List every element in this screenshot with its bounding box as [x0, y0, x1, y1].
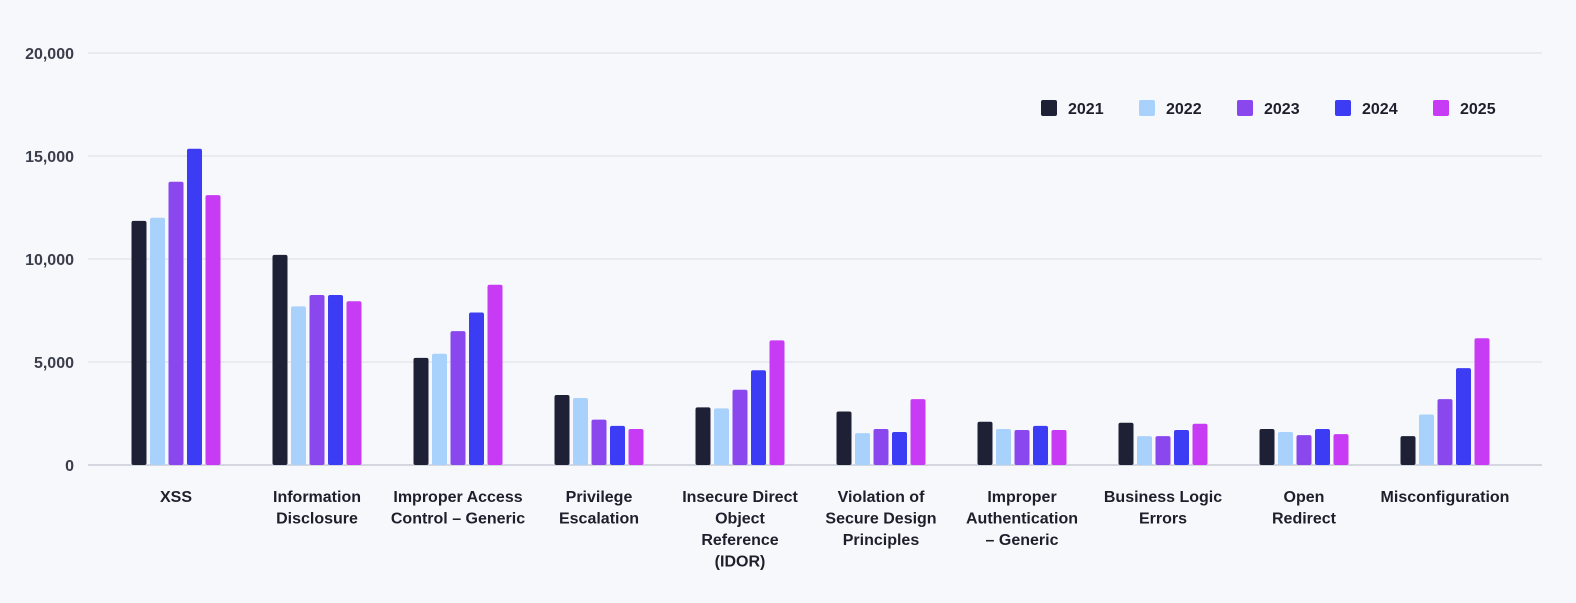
bar-2023 — [168, 181, 184, 465]
bar-2025 — [487, 284, 503, 465]
x-category-label-line: Privilege — [566, 489, 633, 506]
x-category-label-line: Improper — [987, 489, 1056, 506]
legend-swatch — [1139, 100, 1155, 116]
x-category-label-line: Control – Generic — [391, 511, 525, 528]
x-category-label-line: Reference — [701, 532, 778, 549]
x-category-label-line: Information — [273, 489, 361, 506]
x-category-label-line: XSS — [160, 489, 192, 506]
legend-swatch — [1041, 100, 1057, 116]
bar-2021 — [1259, 428, 1275, 465]
x-category-label: Violation of Secure Design Principles — [825, 489, 936, 549]
x-category-label: Business Logic Errors — [1104, 489, 1222, 528]
bar-2023 — [1155, 436, 1171, 465]
legend-label: 2021 — [1068, 101, 1104, 118]
x-category-label-line: Object — [715, 511, 765, 528]
x-category-label-line: Business Logic — [1104, 489, 1222, 506]
bar-2022 — [573, 398, 588, 465]
bar-2023 — [1437, 399, 1453, 465]
x-category-label-line: Misconfiguration — [1381, 489, 1510, 506]
bar-2022 — [1278, 432, 1293, 465]
bar-2025 — [1474, 338, 1490, 465]
bar-2025 — [1192, 423, 1208, 465]
bar-2021 — [413, 357, 429, 465]
bar-2024 — [610, 425, 625, 465]
y-tick-label: 0 — [65, 458, 74, 475]
bar-2021 — [131, 220, 147, 465]
bar-2023 — [1296, 435, 1312, 465]
bar-2021 — [836, 411, 852, 465]
x-category-label: XSS — [160, 489, 192, 506]
x-category-label-line: (IDOR) — [715, 554, 766, 571]
x-category-label-line: Secure Design — [825, 511, 936, 528]
bar-2022 — [150, 217, 165, 465]
x-category-label-line: Errors — [1139, 511, 1187, 528]
bar-2024 — [469, 312, 484, 465]
x-category-label: Insecure Direct Object Reference (IDOR) — [682, 489, 798, 571]
x-category-label-line: Disclosure — [276, 511, 358, 528]
legend-label: 2023 — [1264, 101, 1300, 118]
x-category-label: Misconfiguration — [1381, 489, 1510, 506]
y-tick-label: 15,000 — [25, 149, 74, 166]
x-category-label: Improper Access Control – Generic — [391, 489, 525, 528]
bar-2021 — [977, 421, 993, 465]
bar-2025 — [1333, 434, 1349, 465]
bar-2025 — [346, 301, 362, 465]
x-category-label: Improper Authentication – Generic — [966, 489, 1078, 549]
bar-2024 — [187, 148, 202, 466]
x-category-label-line: Escalation — [559, 511, 639, 528]
bar-2023 — [873, 428, 889, 465]
legend-label: 2022 — [1166, 101, 1202, 118]
x-category-label-line: Violation of — [838, 489, 925, 506]
legend-swatch — [1335, 100, 1351, 116]
bar-2022 — [432, 353, 447, 465]
legend-label: 2024 — [1362, 101, 1398, 118]
bar-2024 — [1456, 368, 1471, 465]
bar-2024 — [892, 432, 907, 465]
legend-swatch — [1433, 100, 1449, 116]
y-tick-label: 10,000 — [25, 252, 74, 269]
x-category-label-line: Improper Access — [393, 489, 522, 506]
legend-swatch — [1237, 100, 1253, 116]
bar-2025 — [769, 340, 785, 465]
bar-2024 — [1315, 428, 1330, 465]
bar-2024 — [328, 295, 343, 465]
y-tick-label: 20,000 — [25, 46, 74, 63]
bar-2025 — [1051, 429, 1067, 465]
bar-2022 — [1419, 414, 1434, 465]
x-category-label-line: Principles — [843, 532, 920, 549]
x-category-label-line: Open — [1284, 489, 1325, 506]
bar-2021 — [1118, 422, 1134, 465]
y-tick-label: 5,000 — [34, 355, 74, 372]
bar-2023 — [450, 331, 466, 465]
x-category-label-line: Redirect — [1272, 511, 1337, 528]
bar-2022 — [855, 433, 870, 465]
bar-2021 — [1400, 436, 1416, 465]
bar-2024 — [1174, 429, 1189, 465]
bar-2023 — [309, 295, 325, 465]
bar-2024 — [1033, 425, 1048, 465]
bar-2023 — [591, 419, 607, 465]
bar-2024 — [751, 370, 766, 465]
legend-label: 2025 — [1460, 101, 1496, 118]
bar-2025 — [910, 399, 926, 465]
x-category-label: Privilege Escalation — [559, 489, 639, 528]
bar-2023 — [732, 389, 748, 465]
x-category-label-line: – Generic — [986, 532, 1059, 549]
bar-2022 — [291, 306, 306, 465]
bar-2025 — [628, 428, 644, 465]
x-category-label: Information Disclosure — [273, 489, 361, 528]
bar-2022 — [996, 428, 1011, 465]
x-category-label-line: Insecure Direct — [682, 489, 798, 506]
bar-2025 — [205, 195, 221, 465]
bar-2023 — [1014, 429, 1030, 465]
x-category-label: Open Redirect — [1272, 489, 1337, 528]
x-category-label-line: Authentication — [966, 511, 1078, 528]
bar-2022 — [1137, 436, 1152, 465]
bar-2021 — [695, 407, 711, 465]
bar-2021 — [554, 394, 570, 465]
bar-2021 — [272, 254, 288, 465]
bar-2022 — [714, 408, 729, 465]
